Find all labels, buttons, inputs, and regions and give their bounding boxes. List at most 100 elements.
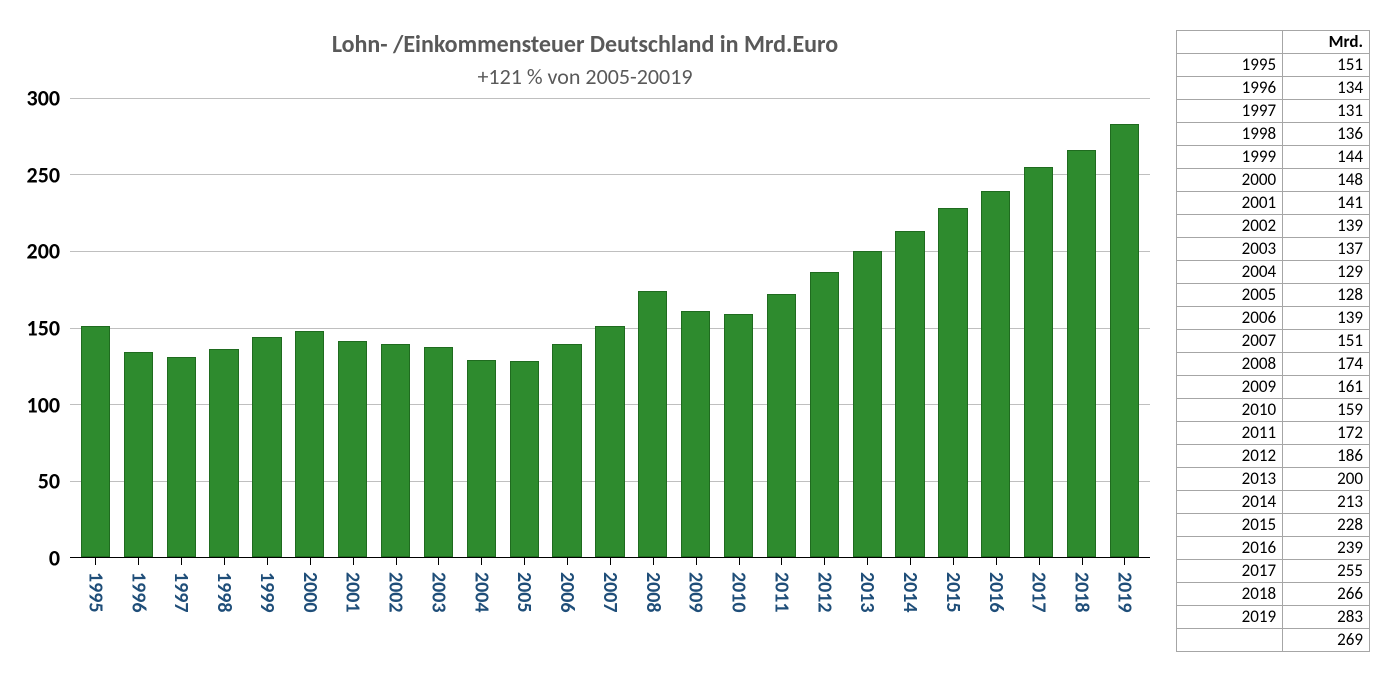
- x-axis-label: 2009: [684, 572, 708, 613]
- x-tick-mark: [996, 557, 997, 565]
- x-tick-slot: [846, 557, 889, 565]
- bar: [209, 349, 238, 557]
- bar-slot: [1103, 98, 1146, 557]
- table-row: 2015228: [1177, 514, 1370, 537]
- x-tick-slot: [246, 557, 289, 565]
- y-tick-label: 150: [27, 315, 60, 342]
- x-tick-mark: [910, 557, 911, 565]
- table-row: 1996134: [1177, 77, 1370, 100]
- x-tick-slot: [803, 557, 846, 565]
- x-axis-label: 2013: [855, 572, 879, 613]
- table-cell-year: 2007: [1177, 330, 1283, 353]
- x-tick-mark: [310, 557, 311, 565]
- y-tick-label: 0: [49, 545, 60, 572]
- x-axis-label: 2007: [598, 572, 622, 613]
- table-row: 2005128: [1177, 284, 1370, 307]
- x-label-slot: 2006: [546, 572, 589, 613]
- plot-area: [70, 98, 1150, 558]
- x-label-slot: 2019: [1103, 572, 1146, 613]
- table-cell-year: 1999: [1177, 146, 1283, 169]
- table-cell-value: 148: [1283, 169, 1370, 192]
- bar: [124, 352, 153, 557]
- table-cell-year: 2019: [1177, 606, 1283, 629]
- table-cell-year: 2009: [1177, 376, 1283, 399]
- bar: [938, 208, 967, 557]
- chart-subtitle: +121 % von 2005-20019: [10, 63, 1160, 90]
- table-row: 2008174: [1177, 353, 1370, 376]
- table-row: 2017255: [1177, 560, 1370, 583]
- bar: [338, 341, 367, 557]
- bar-slot: [203, 98, 246, 557]
- x-ticks: [70, 557, 1150, 565]
- table-cell-value: 161: [1283, 376, 1370, 399]
- x-tick-slot: [460, 557, 503, 565]
- table-cell-year: 2016: [1177, 537, 1283, 560]
- x-tick-slot: [203, 557, 246, 565]
- table-row: 2012186: [1177, 445, 1370, 468]
- x-tick-mark: [567, 557, 568, 565]
- table-cell-year: 2018: [1177, 583, 1283, 606]
- table-row: 269: [1177, 629, 1370, 652]
- x-label-slot: 1998: [203, 572, 246, 613]
- x-tick-slot: [288, 557, 331, 565]
- table-cell-value: 172: [1283, 422, 1370, 445]
- table-row: 2016239: [1177, 537, 1370, 560]
- table-row: 2002139: [1177, 215, 1370, 238]
- bar: [1067, 150, 1096, 557]
- bar: [724, 314, 753, 557]
- table-row: 2019283: [1177, 606, 1370, 629]
- table-cell-year: 2012: [1177, 445, 1283, 468]
- x-label-slot: 2010: [717, 572, 760, 613]
- table-cell-value: 269: [1283, 629, 1370, 652]
- x-tick-slot: [417, 557, 460, 565]
- bar: [681, 311, 710, 557]
- bar-slot: [74, 98, 117, 557]
- x-axis-label: 2005: [512, 572, 536, 613]
- x-tick-mark: [1124, 557, 1125, 565]
- x-label-slot: 2003: [417, 572, 460, 613]
- table-cell-value: 144: [1283, 146, 1370, 169]
- bar-slot: [288, 98, 331, 557]
- bar: [252, 337, 281, 557]
- x-tick-mark: [181, 557, 182, 565]
- bars-container: [70, 98, 1150, 557]
- table-cell-value: 139: [1283, 307, 1370, 330]
- table-header-value: Mrd.: [1283, 31, 1370, 54]
- x-label-slot: 2007: [589, 572, 632, 613]
- table-row: 2014213: [1177, 491, 1370, 514]
- table-cell-year: 2006: [1177, 307, 1283, 330]
- x-axis-label: 2015: [941, 572, 965, 613]
- table-cell-value: 186: [1283, 445, 1370, 468]
- x-tick-slot: [160, 557, 203, 565]
- x-tick-mark: [739, 557, 740, 565]
- table-cell-value: 283: [1283, 606, 1370, 629]
- x-tick-slot: [760, 557, 803, 565]
- plot-wrap: 050100150200250300: [70, 98, 1150, 558]
- table-cell-value: 174: [1283, 353, 1370, 376]
- table-row: 2000148: [1177, 169, 1370, 192]
- table-body: 1995151199613419971311998136199914420001…: [1177, 54, 1370, 652]
- bar-slot: [974, 98, 1017, 557]
- x-tick-mark: [481, 557, 482, 565]
- bar: [295, 331, 324, 557]
- x-label-slot: 2008: [631, 572, 674, 613]
- y-tick-label: 200: [27, 238, 60, 265]
- x-label-slot: 1999: [246, 572, 289, 613]
- x-axis-label: 2019: [1112, 572, 1136, 613]
- x-label-slot: 2009: [674, 572, 717, 613]
- table-cell-value: 134: [1283, 77, 1370, 100]
- x-label-slot: 2011: [760, 572, 803, 613]
- table-cell-year: 1996: [1177, 77, 1283, 100]
- table-row: 2011172: [1177, 422, 1370, 445]
- table-row: 2013200: [1177, 468, 1370, 491]
- table-cell-value: 128: [1283, 284, 1370, 307]
- x-axis-labels: 1995199619971998199920002001200220032004…: [70, 572, 1150, 613]
- x-tick-mark: [867, 557, 868, 565]
- x-tick-slot: [546, 557, 589, 565]
- table-cell-year: 2004: [1177, 261, 1283, 284]
- bar: [767, 294, 796, 557]
- x-axis-label: 2004: [469, 572, 493, 613]
- table-cell-value: 151: [1283, 54, 1370, 77]
- x-tick-mark: [267, 557, 268, 565]
- x-label-slot: 2000: [288, 572, 331, 613]
